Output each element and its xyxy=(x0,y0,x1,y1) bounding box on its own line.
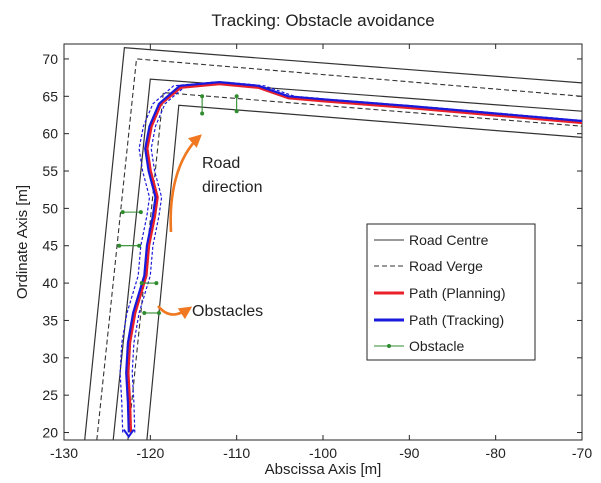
legend: Road Centre Road Verge Path (Planning) P… xyxy=(366,223,536,361)
legend-label-road-centre: Road Centre xyxy=(409,232,489,248)
obstacle-marker xyxy=(138,210,143,215)
obstacle-marker xyxy=(200,94,205,99)
y-tick-label: 70 xyxy=(42,51,58,67)
road-verge-line xyxy=(127,92,582,440)
x-tick-label: -130 xyxy=(50,445,78,461)
obstacle-marker xyxy=(234,109,239,114)
x-tick-label: -120 xyxy=(136,445,164,461)
obstacle-marker xyxy=(117,243,122,248)
y-tick-label: 40 xyxy=(42,275,58,291)
legend-label-path-tracking: Path (Tracking) xyxy=(409,312,504,328)
annotation-obstacles-label: Obstacles xyxy=(192,303,263,320)
legend-label-path-planning: Path (Planning) xyxy=(409,285,506,301)
x-tick-label: -100 xyxy=(309,445,337,461)
y-tick-label: 35 xyxy=(42,312,58,328)
annotation-road-direction: Road direction xyxy=(169,134,262,233)
y-tick-label: 65 xyxy=(42,88,58,104)
annotation-obstacles: Obstacles xyxy=(157,303,263,320)
y-tick-label: 60 xyxy=(42,126,58,142)
x-axis-label: Abscissa Axis [m] xyxy=(265,461,382,478)
obstacle-marker xyxy=(234,94,239,99)
obstacle-marker xyxy=(142,310,147,315)
path-planning-line xyxy=(126,81,582,433)
obstacle-marker xyxy=(137,243,142,248)
obstacle-marker xyxy=(154,281,159,286)
y-tick-label: 55 xyxy=(42,163,58,179)
x-tick-label: -90 xyxy=(399,445,419,461)
y-axis-label: Ordinate Axis [m] xyxy=(14,185,31,299)
annotation-road-direction-line2: direction xyxy=(202,179,262,196)
road-centre-line xyxy=(146,104,582,440)
x-tick-label: -110 xyxy=(223,445,250,461)
obstacle-marker xyxy=(200,111,205,116)
obstacle-marker xyxy=(120,210,125,215)
y-tick-label: 25 xyxy=(42,387,58,403)
road-centre-line xyxy=(112,78,582,440)
obstacle-marker xyxy=(156,310,161,315)
legend-label-obstacle: Obstacle xyxy=(409,338,464,354)
y-tick-label: 45 xyxy=(42,238,58,254)
y-tick-label: 20 xyxy=(42,425,58,441)
annotation-road-direction-line1: Road xyxy=(202,155,240,172)
legend-label-road-verge: Road Verge xyxy=(409,258,483,274)
road-verge-line xyxy=(96,58,582,440)
road-centre-line xyxy=(84,47,582,440)
y-tick-label: 50 xyxy=(42,200,58,216)
road-direction-arrow xyxy=(169,134,202,233)
path-start-marker xyxy=(122,428,135,439)
chart-title: Tracking: Obstacle avoidance xyxy=(211,11,434,30)
x-tick-label: -70 xyxy=(572,445,592,461)
obstacle-marker xyxy=(139,281,144,286)
obstacles-arrow xyxy=(157,305,193,320)
series-layer xyxy=(84,47,582,440)
y-tick-label: 30 xyxy=(42,350,58,366)
x-tick-label: -80 xyxy=(486,445,506,461)
legend-swatch-obstacle-marker xyxy=(387,344,391,348)
path-tracking-line xyxy=(125,80,582,433)
axis-ticks: -130 -120 -110 -100 -90 -80 -70 20 25 30 35 40 45 50 5… xyxy=(42,44,592,461)
